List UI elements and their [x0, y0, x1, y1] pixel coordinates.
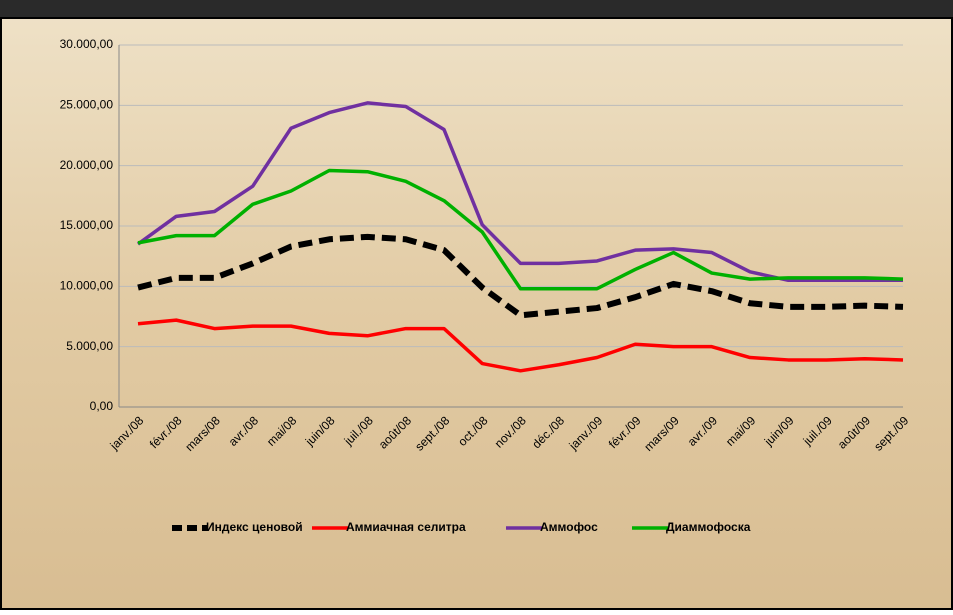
- chart: 0,00 5.000,00 10.000,00 15.000,00 20.000,00 2…: [0, 0, 953, 610]
- y-tick-label: 0,00: [90, 399, 114, 413]
- y-tick-label: 5.000,00: [66, 339, 113, 353]
- y-tick-label: 20.000,00: [60, 158, 114, 172]
- y-tick-label: 10.000,00: [60, 279, 114, 293]
- y-tick-label: 30.000,00: [60, 37, 114, 51]
- legend-label: Аммиачная селитра: [346, 520, 466, 534]
- legend-label: Диаммофоска: [666, 520, 751, 534]
- top-bar: [0, 0, 953, 18]
- background: [0, 0, 953, 610]
- legend-label: Индекс ценовой: [206, 520, 303, 534]
- y-tick-label: 25.000,00: [60, 98, 114, 112]
- legend-label: Аммофос: [540, 520, 598, 534]
- y-tick-label: 15.000,00: [60, 218, 114, 232]
